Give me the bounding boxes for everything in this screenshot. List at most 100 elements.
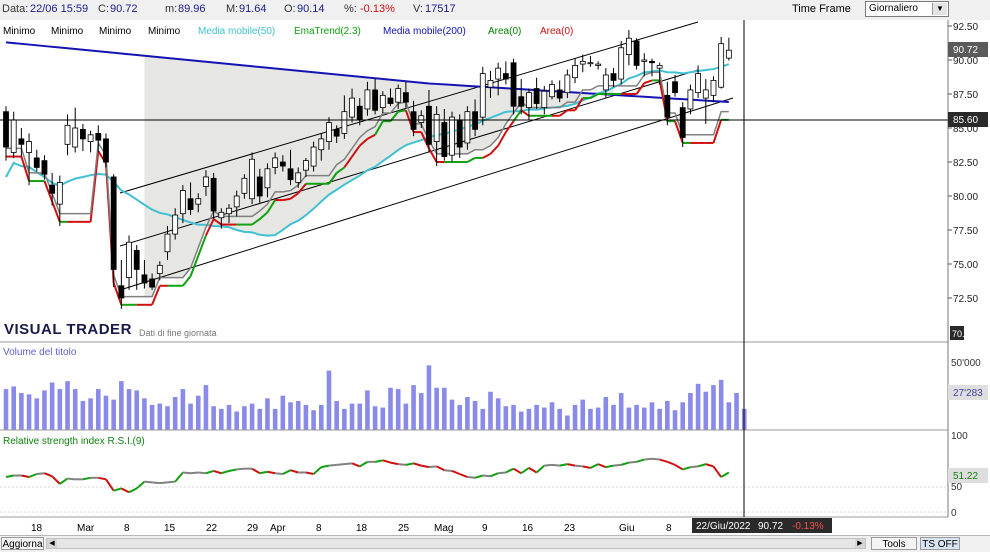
rsi-segment <box>666 460 676 466</box>
volume-bar <box>418 393 424 430</box>
candle <box>579 54 586 73</box>
rsi-segment <box>651 457 660 461</box>
rsi-segment <box>21 474 30 479</box>
ema-segment <box>189 255 200 277</box>
candle <box>156 261 163 281</box>
time-scrollbar[interactable]: ◀ ▶ <box>46 538 866 549</box>
legend-item: Area(0) <box>540 26 573 37</box>
candle <box>103 133 109 168</box>
scroll-left-icon[interactable]: ◀ <box>47 539 57 548</box>
rsi-segment <box>589 463 599 469</box>
volume-bar <box>718 379 724 430</box>
rsi-segment <box>428 465 437 469</box>
candle <box>695 65 701 99</box>
last-price-tag <box>948 42 988 57</box>
volume-bar <box>542 407 547 430</box>
rsi-segment <box>312 466 322 475</box>
rsi-segment <box>474 474 484 479</box>
candle <box>264 163 271 198</box>
rsi-segment <box>444 469 453 472</box>
rsi-segment <box>382 459 391 464</box>
x-tick: Apr <box>270 523 286 534</box>
rsi-segment <box>336 463 345 466</box>
rsi-segment <box>574 464 583 468</box>
volume-bar <box>134 390 140 430</box>
x-tick: 23 <box>564 523 576 534</box>
date-value: 22/06 15:59 <box>30 3 89 15</box>
candle <box>395 84 402 109</box>
close-value: 90.72 <box>110 3 138 15</box>
rsi-segment <box>620 461 630 466</box>
volume-bar <box>19 393 24 430</box>
rsi-segment <box>421 464 430 469</box>
candle <box>256 168 263 203</box>
volume-bar <box>257 408 263 430</box>
rsi-segment <box>505 467 514 474</box>
scroll-right-icon[interactable]: ▶ <box>855 539 865 548</box>
rsi-segment <box>205 470 214 475</box>
candle <box>164 225 171 260</box>
rsi-segment <box>398 463 406 466</box>
refresh-button[interactable]: Aggiorna <box>1 537 44 550</box>
ema-segment <box>328 172 338 185</box>
ema-segment <box>359 138 369 147</box>
cursor-price-tag <box>948 112 988 127</box>
chart-area[interactable]: Minimo Minimo Minimo Minimo Media mobile… <box>0 20 990 535</box>
rsi-segment <box>305 471 314 475</box>
candle <box>195 193 202 213</box>
candle <box>64 114 71 156</box>
volume-bar <box>641 407 647 430</box>
rsi-segment <box>136 480 146 490</box>
volume-bar <box>403 403 409 430</box>
candle <box>141 259 148 289</box>
volume-bar <box>265 398 270 430</box>
rsi-segment <box>436 465 445 472</box>
volume-bar <box>442 387 447 430</box>
candle <box>210 172 217 220</box>
ema-segment <box>420 131 430 149</box>
volume-bar <box>149 404 155 430</box>
cursor-pct: -0.13% <box>792 521 824 532</box>
legend-item: Minimo <box>51 26 84 37</box>
ema-segment <box>482 152 491 159</box>
volume-bar <box>426 365 432 430</box>
volume-bar <box>172 397 178 430</box>
ts-toggle-button[interactable]: TS OFF <box>920 537 960 550</box>
volume-bar <box>103 395 109 430</box>
candle <box>602 68 609 99</box>
x-tick: 25 <box>398 523 410 534</box>
ema-segment <box>428 147 438 163</box>
rsi-segment <box>328 463 337 467</box>
volume-bar <box>457 404 463 430</box>
x-tick: 18 <box>356 523 368 534</box>
rsi-segment <box>697 463 707 468</box>
max-label: M: <box>226 3 239 15</box>
tools-button[interactable]: Tools <box>871 537 917 550</box>
volume-last-value: 27'283 <box>953 388 983 399</box>
ema-segment <box>589 93 599 99</box>
volume-bar <box>680 402 686 430</box>
time-frame-select[interactable]: Giornaliero ▼ <box>865 1 949 17</box>
candle <box>656 62 663 85</box>
chevron-down-icon[interactable]: ▼ <box>932 3 947 15</box>
candle <box>41 155 48 180</box>
rsi-segment <box>282 469 291 475</box>
candle <box>87 130 94 153</box>
rsi-segment <box>159 481 168 485</box>
volume-bar <box>549 402 555 430</box>
candle <box>379 91 386 114</box>
x-tick: 8 <box>666 523 672 534</box>
volume-label: V: <box>413 3 423 15</box>
rsi-segment <box>705 463 714 468</box>
volume-bar <box>611 404 616 430</box>
ema-segment <box>505 120 515 133</box>
rsi-axis-tick: 50 <box>951 482 963 493</box>
volume-bar <box>195 395 201 430</box>
rsi-segment <box>636 458 645 463</box>
candle <box>587 55 594 67</box>
candle <box>18 128 25 157</box>
legend-item: Media mobile(200) <box>383 26 466 37</box>
volume-bar <box>603 397 609 430</box>
legend-item: Area(0) <box>488 26 521 37</box>
date-label: Data: <box>2 3 29 15</box>
